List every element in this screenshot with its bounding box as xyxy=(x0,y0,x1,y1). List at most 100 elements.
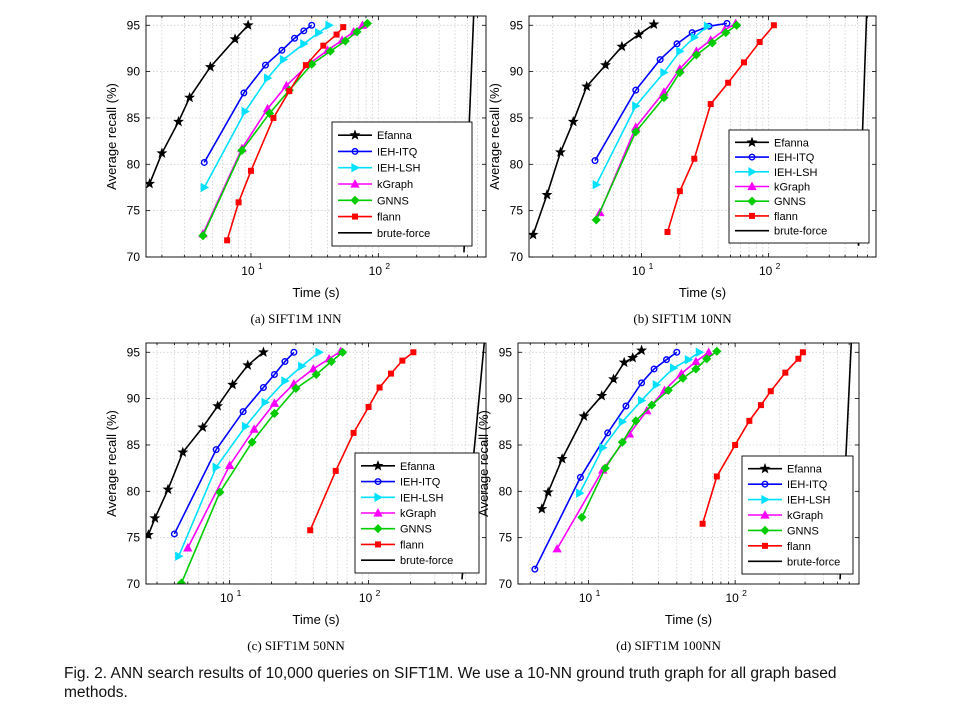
x-tick-label-base: 10 xyxy=(725,591,739,605)
data-point xyxy=(721,28,731,38)
x-tick-label-base: 10 xyxy=(359,591,373,605)
subcaption: (c) SIFT1M 50NN xyxy=(247,638,345,653)
data-point xyxy=(618,356,630,368)
data-point xyxy=(600,59,611,70)
y-axis-label: Average recall (%) xyxy=(104,410,119,517)
series-ieh-itq xyxy=(531,348,681,573)
data-point xyxy=(365,403,372,410)
legend-label: GNNS xyxy=(787,525,819,537)
legend-item: Efanna xyxy=(735,136,810,149)
y-tick-label: 90 xyxy=(127,392,141,406)
series-line xyxy=(203,24,313,163)
legend-label: GNNS xyxy=(774,196,806,208)
legend-label: kGraph xyxy=(787,510,823,522)
data-point xyxy=(263,73,273,83)
data-point xyxy=(308,21,316,29)
data-point xyxy=(242,359,254,370)
data-point xyxy=(757,402,764,409)
data-point xyxy=(650,365,658,373)
x-tick-label-base: 10 xyxy=(369,264,383,278)
data-point xyxy=(247,437,257,447)
data-point xyxy=(599,443,608,453)
legend-item: IEH-LSH xyxy=(338,163,420,175)
data-point xyxy=(618,417,628,427)
data-point xyxy=(795,355,802,362)
series-efanna xyxy=(146,19,254,189)
data-point xyxy=(622,402,630,410)
data-point xyxy=(170,530,178,538)
data-point xyxy=(149,512,161,523)
data-point xyxy=(212,400,224,411)
legend-label: IEH-ITQ xyxy=(377,146,418,158)
data-point xyxy=(259,383,267,391)
legend-label: IEH-LSH xyxy=(787,495,830,507)
data-point xyxy=(541,189,553,200)
legend-item: brute-force xyxy=(361,555,453,567)
data-point xyxy=(184,91,196,103)
data-point xyxy=(307,59,317,69)
data-point xyxy=(591,215,601,225)
x-axis-label: Time (s) xyxy=(665,612,712,627)
data-point xyxy=(227,378,239,390)
x-tick-label: 10 2 xyxy=(359,588,381,605)
series-ieh-itq xyxy=(170,348,298,538)
data-point xyxy=(690,32,700,42)
data-point xyxy=(224,237,231,244)
data-point xyxy=(707,38,717,48)
legend-marker xyxy=(350,179,360,188)
data-point xyxy=(340,24,347,31)
legend-item: flann xyxy=(748,541,811,553)
x-axis-label: Time (s) xyxy=(292,612,339,627)
data-point xyxy=(592,180,602,190)
data-point xyxy=(281,376,290,386)
data-point xyxy=(631,416,641,426)
data-point xyxy=(300,27,308,35)
legend-marker xyxy=(350,195,360,205)
data-point xyxy=(617,437,627,447)
data-point xyxy=(756,38,763,45)
data-point xyxy=(608,373,619,384)
data-point xyxy=(578,410,590,421)
series-line xyxy=(180,351,344,584)
legend-label: kGraph xyxy=(774,182,810,194)
data-point xyxy=(675,67,685,78)
legend-item: flann xyxy=(338,212,401,224)
y-tick-label: 85 xyxy=(127,111,141,125)
data-point xyxy=(691,364,701,374)
data-point xyxy=(691,155,698,162)
y-axis-label: Average recall (%) xyxy=(104,83,119,190)
x-tick-label: 10 2 xyxy=(759,261,781,278)
x-tick-label-base: 10 xyxy=(759,264,773,278)
legend-marker xyxy=(351,163,360,173)
legend-label: IEH-ITQ xyxy=(400,477,441,489)
data-point xyxy=(376,384,383,391)
legend-label: flann xyxy=(377,212,401,224)
y-tick-label: 95 xyxy=(127,18,141,32)
data-point xyxy=(636,344,648,356)
plot-frame xyxy=(145,342,487,585)
legend-label: flann xyxy=(774,211,798,223)
legend-marker xyxy=(760,525,770,535)
y-axis-label: Average recall (%) xyxy=(476,410,491,517)
data-point xyxy=(704,347,714,356)
y-tick-label: 90 xyxy=(499,392,513,406)
data-point xyxy=(741,59,748,66)
data-point xyxy=(198,231,208,241)
legend-label: kGraph xyxy=(400,508,436,520)
data-point xyxy=(320,42,327,49)
data-point xyxy=(237,145,247,155)
legend-item: GNNS xyxy=(748,525,819,537)
data-point xyxy=(529,229,539,240)
ticks xyxy=(529,16,876,258)
data-point xyxy=(286,88,293,95)
series-ieh-itq xyxy=(200,21,316,166)
data-point xyxy=(241,421,251,432)
data-point xyxy=(291,34,299,42)
legend-marker xyxy=(374,492,383,502)
x-axis-label: Time (s) xyxy=(292,285,339,300)
data-point xyxy=(212,446,220,454)
data-point xyxy=(673,40,681,48)
legend-marker xyxy=(372,460,384,471)
data-point xyxy=(146,529,154,540)
